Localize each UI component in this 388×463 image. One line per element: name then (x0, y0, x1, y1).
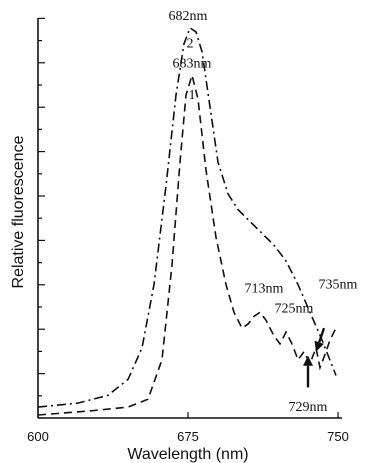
peak-annotation: 725nm (275, 301, 314, 316)
series-line-2 (37, 26, 337, 408)
peak-annotation: 713nm (245, 282, 284, 297)
x-ticks: 600 675 750 (27, 412, 349, 444)
series-layer (37, 26, 337, 416)
annotation-layer: 682nm 683nm 713nm 725nm 735nm 729nm 2 1 (169, 9, 358, 415)
arrow-head-icon (314, 340, 324, 352)
peak-annotation: 729nm (289, 400, 328, 415)
y-ticks (38, 17, 45, 419)
x-tick-label: 675 (177, 429, 199, 444)
x-axis-title: Wavelength (nm) (127, 446, 248, 463)
series-label: 2 (187, 37, 194, 52)
x-tick-label: 600 (27, 429, 49, 444)
arrow-icon (318, 327, 326, 343)
y-axis-title: Relative fluorescence (10, 135, 27, 288)
peak-annotation: 683nm (173, 56, 212, 71)
peak-annotation: 682nm (169, 9, 208, 24)
x-tick-label: 750 (327, 429, 349, 444)
arrow-head-icon (303, 355, 313, 366)
series-label: 1 (189, 88, 196, 103)
series-line-1 (37, 72, 337, 416)
axes (37, 18, 342, 419)
peak-annotation: 735nm (319, 278, 358, 293)
